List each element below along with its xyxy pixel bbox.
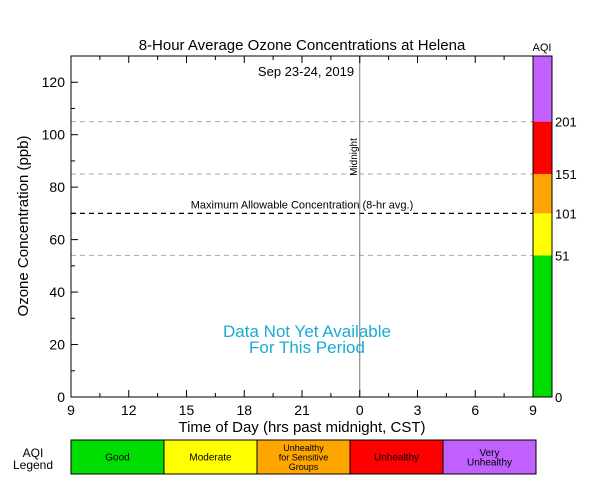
aqi-legend-label-3-0: Unhealthy [374, 453, 419, 464]
no-data-message-line-1: Data Not Yet Available [223, 322, 391, 341]
x-tick-label-5: 0 [356, 402, 364, 418]
aqi-legend-label-2-0: Unhealthy [283, 443, 324, 453]
aqi-bar-label-0: 0 [555, 390, 562, 405]
chart-title: 8-Hour Average Ozone Concentrations at H… [139, 37, 466, 54]
y-axis-label: Ozone Concentration (ppb) [15, 136, 32, 317]
x-tick-label-6: 3 [414, 402, 422, 418]
aqi-bar-label-3: 151 [555, 167, 577, 182]
aqi-legend-label-2-2: Groups [289, 462, 319, 472]
aqi-legend-box-1 [163, 439, 258, 475]
aqi-legend-label-4-0: Very [479, 448, 499, 459]
aqi-legend-label-1-0: Moderate [189, 453, 232, 464]
y-tick-label-4: 80 [49, 179, 65, 195]
y-tick-label-3: 60 [49, 232, 65, 248]
aqi-legend-label-0-0: Good [105, 453, 129, 464]
aqi-band-3 [533, 121, 552, 175]
aqi-legend-box-0 [70, 439, 165, 475]
x-axis-label: Time of Day (hrs past midnight, CST) [178, 419, 425, 436]
aqi-legend-box-4 [442, 439, 537, 475]
x-tick-label-2: 15 [179, 402, 195, 418]
aqi-legend-title: AQI [23, 446, 44, 460]
x-tick-label-4: 21 [294, 402, 310, 418]
x-tick-label-7: 6 [471, 402, 479, 418]
midnight-label: Midnight [349, 138, 360, 176]
aqi-bar-label-4: 201 [555, 115, 577, 130]
aqi-band-1 [533, 213, 552, 256]
aqi-band-4 [533, 56, 552, 122]
aqi-legend-label-4-1: Unhealthy [467, 457, 512, 468]
aqi-band-2 [533, 174, 552, 214]
chart-text: 8-Hour Average Ozone Concentrations at H… [15, 37, 551, 436]
aqi-legend-box-3 [349, 439, 444, 475]
y-tick-label-2: 40 [49, 284, 65, 300]
y-tick-label-6: 120 [42, 74, 66, 90]
reference-line-label-1: Maximum Allowable Concentration (8-hr av… [191, 199, 414, 211]
x-tick-label-1: 12 [121, 402, 137, 418]
reference-lines: Maximum Allowable Concentration (8-hr av… [71, 56, 533, 397]
aqi-legend-box-2 [256, 439, 351, 475]
x-tick-label-0: 9 [67, 402, 75, 418]
aqi-bar-title: AQI [533, 42, 552, 54]
aqi-bar-label-2: 101 [555, 206, 577, 221]
aqi-bar: 0 51 101 151 201 [532, 55, 577, 405]
y-tick-label-1: 20 [49, 337, 65, 353]
aqi-band-0 [533, 255, 552, 397]
aqi-bar-label-1: 51 [555, 248, 569, 263]
y-tick-label-0: 0 [57, 389, 65, 405]
chart-subtitle: Sep 23-24, 2019 [258, 64, 354, 79]
aqi-legend-subtitle: Legend [13, 458, 53, 472]
aqi-legend-label-2-1: for Sensitive [279, 453, 329, 463]
no-data-message-line-2: For This Period [249, 338, 365, 357]
x-tick-label-3: 18 [236, 402, 252, 418]
y-tick-label-5: 100 [42, 127, 66, 143]
x-tick-label-8: 9 [529, 402, 537, 418]
